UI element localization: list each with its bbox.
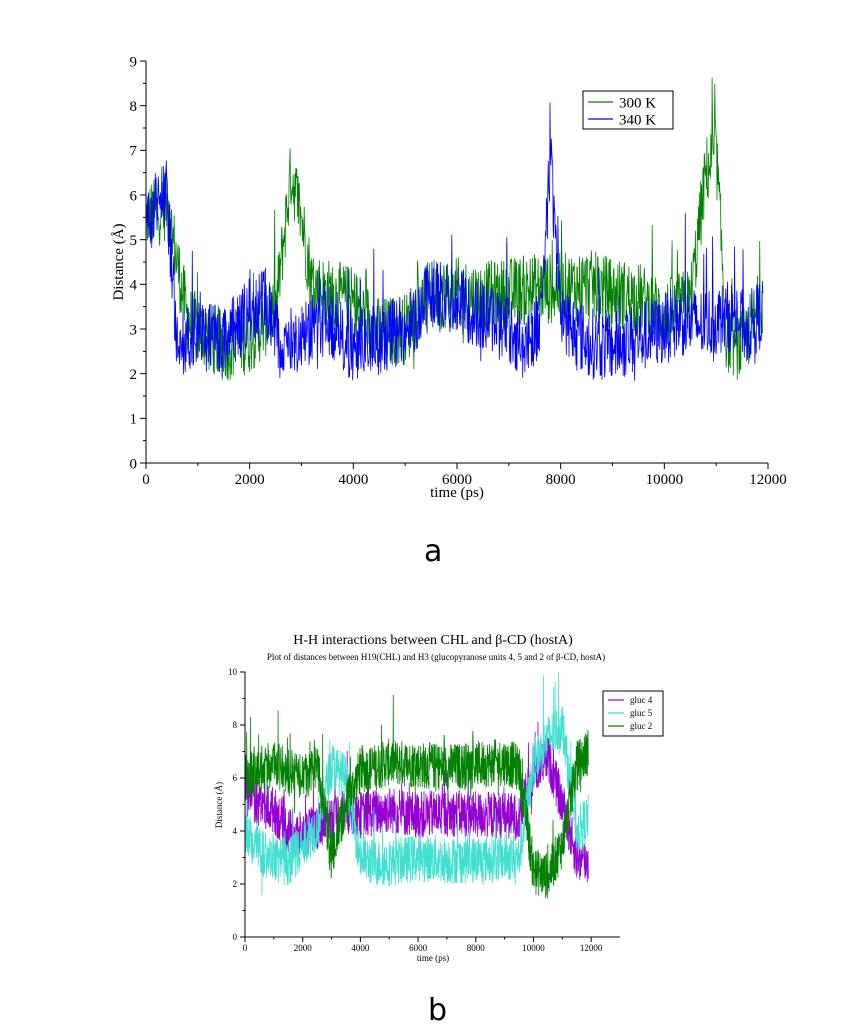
y-tick-label: 3 — [130, 322, 138, 338]
y-tick-label: 2 — [233, 879, 238, 889]
y-tick-label: 8 — [233, 720, 238, 730]
legend-label: gluc 2 — [630, 721, 652, 731]
x-tick-label: 6000 — [409, 943, 428, 953]
legend-label: 340 K — [619, 112, 656, 128]
y-tick-label: 0 — [130, 456, 138, 472]
x-axis-label: time (ps) — [417, 953, 449, 963]
y-tick-label: 7 — [130, 144, 138, 160]
series-line-gluc-5 — [245, 672, 589, 896]
chart-a: 0 2000 4000 6000 8000 10000 12000 0 1 2 3 4 5 6 7 8 9 ti… — [111, 54, 787, 501]
x-tick-label: 8000 — [467, 943, 486, 953]
y-tick-label: 2 — [130, 367, 138, 383]
x-tick-label: 0 — [243, 943, 248, 953]
legend: gluc 4 gluc 5 gluc 2 — [602, 690, 664, 737]
x-tick-label: 6000 — [442, 472, 472, 488]
series-line-gluc-2 — [245, 694, 589, 899]
y-tick-label: 5 — [130, 233, 138, 249]
x-tick-label: 8000 — [546, 472, 576, 488]
y-tick-label: 4 — [233, 826, 238, 836]
y-tick-label: 6 — [233, 773, 238, 783]
x-tick-label: 10000 — [522, 943, 545, 953]
panel-label-a: a — [424, 534, 443, 569]
y-tick-label: 6 — [130, 188, 138, 204]
legend-label: gluc 4 — [630, 695, 653, 705]
series-line-gluc-4 — [245, 721, 589, 883]
y-axis-label: Distance (Å) — [111, 223, 127, 300]
y-tick-label: 10 — [228, 667, 238, 677]
x-tick-label: 2000 — [294, 943, 313, 953]
y-tick-label: 0 — [233, 932, 238, 942]
y-tick-label: 1 — [130, 412, 138, 428]
x-tick-label: 12000 — [749, 472, 787, 488]
x-tick-label: 12000 — [580, 943, 603, 953]
x-tick-label: 10000 — [646, 472, 684, 488]
x-axis-label: time (ps) — [430, 485, 484, 501]
y-tick-label: 9 — [130, 54, 138, 70]
series-line-340-k — [146, 102, 764, 381]
y-tick-label: 4 — [130, 278, 138, 294]
x-tick-label: 4000 — [338, 472, 368, 488]
x-tick-label: 4000 — [351, 943, 370, 953]
x-tick-label: 2000 — [235, 472, 265, 488]
legend-label: gluc 5 — [630, 708, 653, 718]
y-tick-label: 8 — [130, 99, 138, 115]
y-axis-label: Distance (Å) — [214, 782, 224, 828]
chart-subtitle: Plot of distances between H19(CHL) and H… — [267, 652, 605, 662]
x-tick-label: 0 — [142, 472, 150, 488]
legend-label: 300 K — [619, 95, 656, 111]
panel-label-b: b — [428, 993, 448, 1028]
chart-title: H-H interactions between CHL and β-CD (h… — [293, 633, 573, 648]
